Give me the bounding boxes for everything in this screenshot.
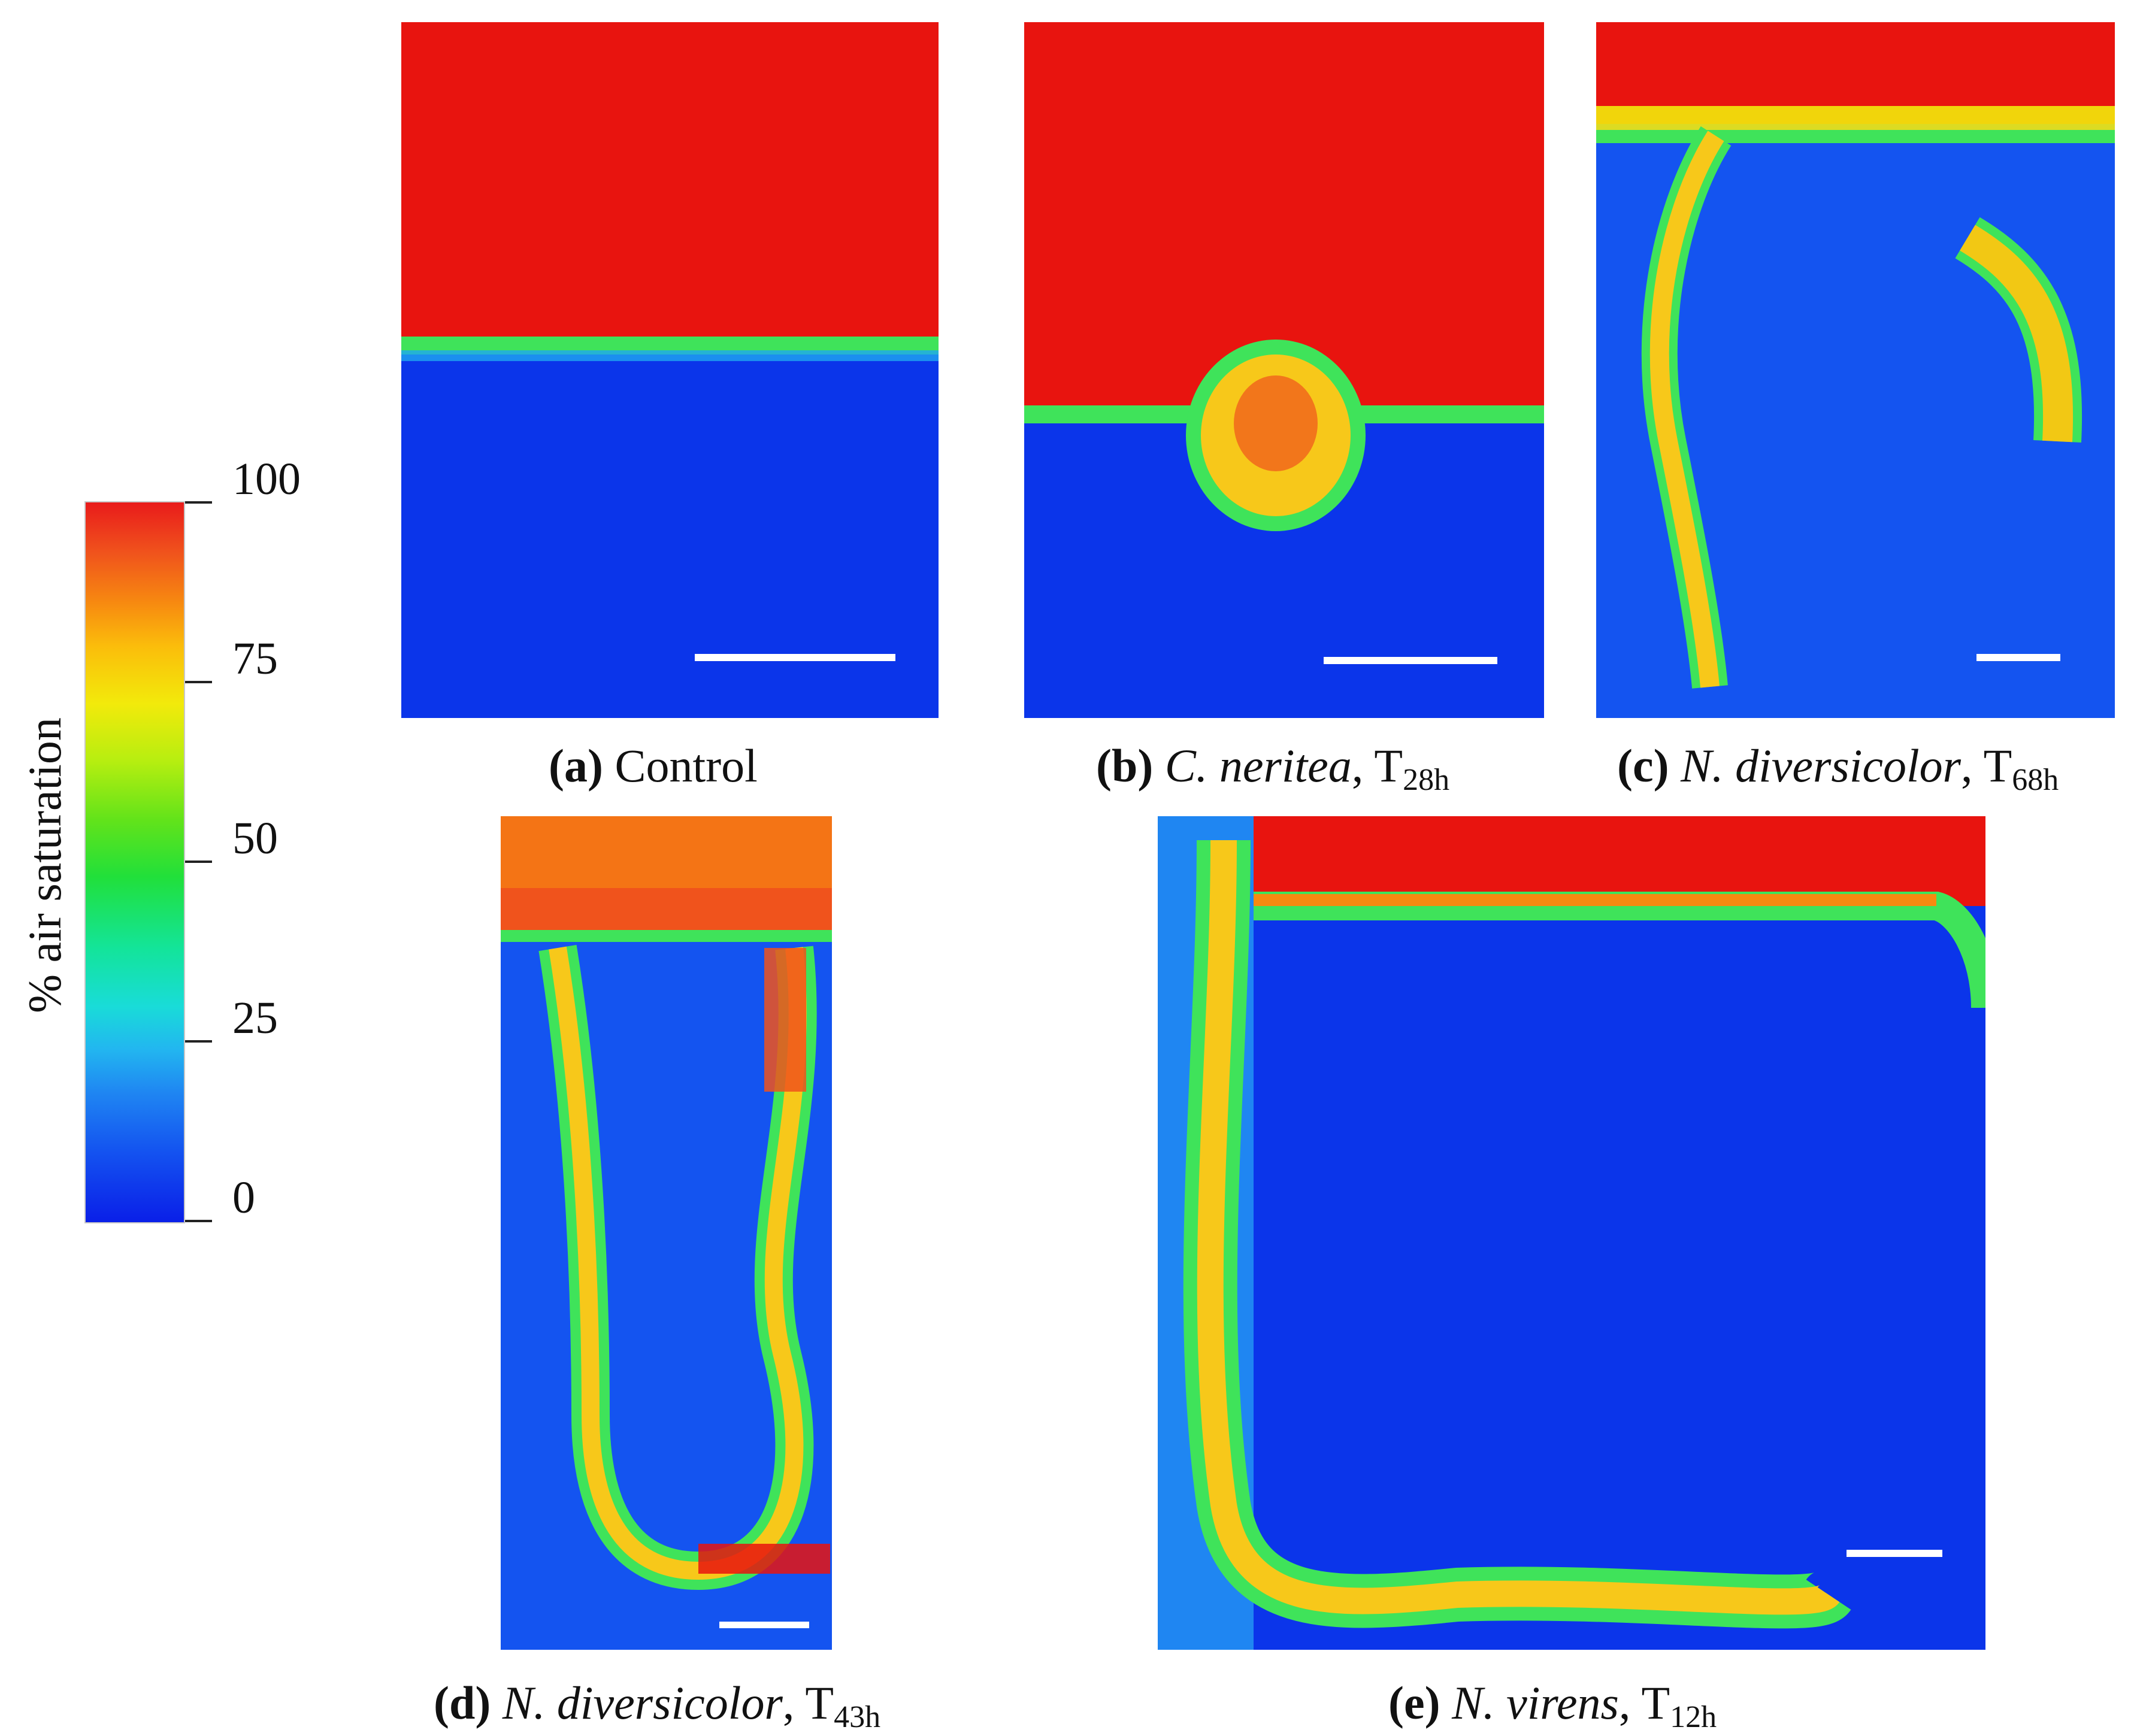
colorbar-label-100: 100 [232, 454, 301, 504]
colorbar-tick-75 [185, 681, 212, 683]
colorbar-title: % air saturation [19, 717, 71, 1013]
caption-e-letter: (e) [1388, 1677, 1440, 1729]
colorbar-gradient [84, 501, 185, 1223]
caption-c-letter: (c) [1617, 740, 1669, 792]
caption-e: (e) N. virens, T12h [1388, 1677, 1717, 1734]
caption-b-label: C. neritea [1164, 740, 1352, 792]
caption-e-time: T12h [1641, 1677, 1717, 1734]
panel-c-image [1596, 22, 2115, 718]
caption-c-label: N. diversicolor [1681, 740, 1962, 792]
caption-a: (a) Control [549, 743, 758, 789]
scale-bar [695, 654, 895, 661]
scale-bar [719, 1622, 809, 1628]
colorbar-tick-100 [185, 501, 212, 504]
scale-bar [1324, 657, 1497, 664]
caption-b: (b) C. neritea, T28h [1096, 740, 1450, 797]
caption-c-time: T68h [1983, 740, 2059, 797]
caption-b-letter: (b) [1096, 740, 1154, 792]
caption-a-label: Control [615, 740, 758, 792]
colorbar-tick-50 [185, 861, 212, 863]
panel-b-image [1024, 22, 1544, 718]
scale-bar [1847, 1550, 1942, 1557]
panel-a-image [401, 22, 939, 718]
colorbar-label-25: 25 [232, 993, 278, 1043]
caption-a-letter: (a) [549, 740, 603, 792]
caption-b-time: T28h [1374, 740, 1450, 797]
colorbar-tick-0 [185, 1220, 212, 1222]
caption-d-label: N. diversicolor [502, 1677, 783, 1729]
caption-e-label: N. virens [1452, 1677, 1619, 1729]
panel-e-image [1158, 816, 1985, 1650]
caption-c: (c) N. diversicolor, T68h [1617, 740, 2059, 797]
colorbar-label-50: 50 [232, 813, 278, 864]
panel-d-image [501, 816, 832, 1650]
caption-d-time: T43h [805, 1677, 881, 1734]
colorbar-tick-25 [185, 1040, 212, 1043]
caption-d: (d) N. diversicolor, T43h [434, 1677, 881, 1734]
colorbar-label-75: 75 [232, 634, 278, 684]
caption-d-letter: (d) [434, 1677, 491, 1729]
colorbar-label-0: 0 [232, 1173, 255, 1223]
scale-bar [1976, 654, 2060, 661]
